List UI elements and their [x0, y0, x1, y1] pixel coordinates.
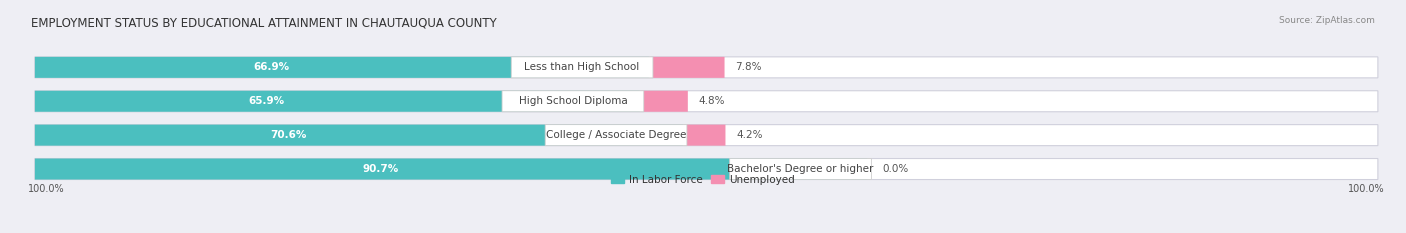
FancyBboxPatch shape [35, 57, 1378, 78]
Text: 0.0%: 0.0% [882, 164, 908, 174]
Text: Source: ZipAtlas.com: Source: ZipAtlas.com [1279, 16, 1375, 25]
Text: 70.6%: 70.6% [270, 130, 307, 140]
Text: College / Associate Degree: College / Associate Degree [546, 130, 686, 140]
FancyBboxPatch shape [35, 158, 1378, 180]
FancyBboxPatch shape [730, 158, 872, 180]
Text: Less than High School: Less than High School [524, 62, 640, 72]
Text: 90.7%: 90.7% [363, 164, 398, 174]
FancyBboxPatch shape [35, 158, 868, 180]
Text: 7.8%: 7.8% [735, 62, 762, 72]
Text: 4.8%: 4.8% [699, 96, 725, 106]
FancyBboxPatch shape [35, 91, 1378, 112]
Text: EMPLOYMENT STATUS BY EDUCATIONAL ATTAINMENT IN CHAUTAUQUA COUNTY: EMPLOYMENT STATUS BY EDUCATIONAL ATTAINM… [31, 16, 496, 29]
Text: High School Diploma: High School Diploma [519, 96, 627, 106]
Legend: In Labor Force, Unemployed: In Labor Force, Unemployed [607, 171, 799, 189]
Text: 100.0%: 100.0% [1348, 184, 1385, 194]
Text: 65.9%: 65.9% [249, 96, 284, 106]
Text: 100.0%: 100.0% [28, 184, 65, 194]
FancyBboxPatch shape [512, 57, 652, 78]
FancyBboxPatch shape [688, 125, 725, 146]
FancyBboxPatch shape [35, 91, 640, 112]
Text: 66.9%: 66.9% [253, 62, 290, 72]
FancyBboxPatch shape [652, 57, 724, 78]
FancyBboxPatch shape [35, 57, 650, 78]
Text: Bachelor's Degree or higher: Bachelor's Degree or higher [727, 164, 873, 174]
Text: 4.2%: 4.2% [737, 130, 763, 140]
FancyBboxPatch shape [35, 125, 683, 146]
FancyBboxPatch shape [35, 125, 1378, 146]
FancyBboxPatch shape [502, 91, 644, 112]
FancyBboxPatch shape [546, 125, 688, 146]
FancyBboxPatch shape [644, 91, 688, 112]
